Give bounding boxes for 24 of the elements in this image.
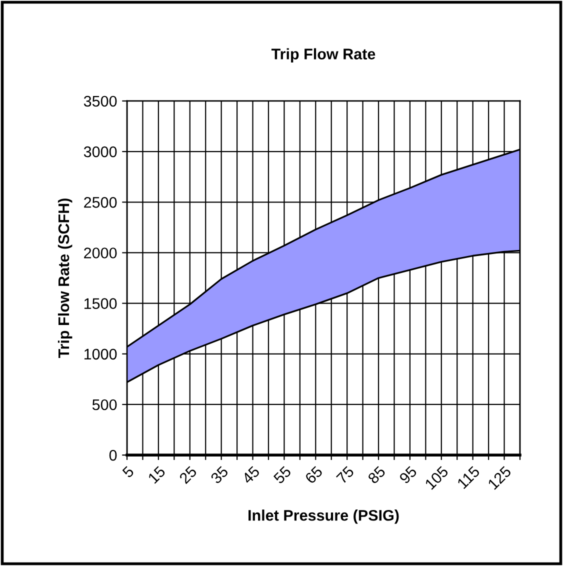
x-tick-label: 35 [210,466,229,484]
x-tick-label: 45 [241,466,260,484]
x-tick-label: 15 [148,466,166,484]
x-tick-label: 95 [398,466,418,484]
y-tick-label: 500 [92,399,117,410]
x-tick-label: 55 [273,466,292,484]
y-tick-label: 2000 [84,248,117,258]
x-axis-title: Inlet Pressure (PSIG) [248,510,399,524]
x-tick-label: 115 [456,466,480,490]
y-tick-label: 3500 [84,96,117,107]
x-tick-label: 25 [178,466,198,484]
x-tick-label: 5 [122,466,134,478]
x-tick-label: 105 [424,466,449,490]
y-tick-label: 1000 [84,348,117,360]
y-tick-label: 1500 [84,298,117,309]
chart-title: Trip Flow Rate [271,48,376,62]
x-tick-label: 125 [487,466,512,490]
x-tick-label: 85 [367,466,386,484]
x-tick-label: 65 [304,466,324,484]
y-tick-label: 2500 [84,197,117,208]
y-tick-label: 0 [109,450,117,461]
y-axis-title: Trip Flow Rate (SCFH) [58,198,72,358]
y-tick-label: 3000 [84,146,117,158]
x-tick-label: 75 [336,466,355,484]
